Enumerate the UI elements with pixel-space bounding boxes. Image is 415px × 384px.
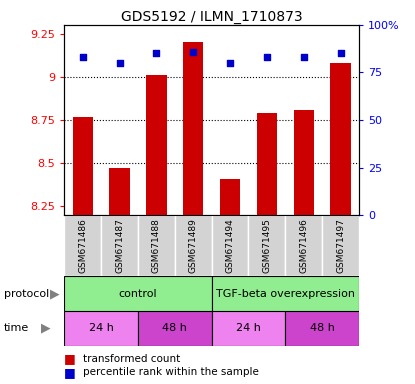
Text: GSM671486: GSM671486: [78, 218, 87, 273]
Text: ■: ■: [64, 366, 76, 379]
Point: [153, 50, 160, 56]
Text: TGF-beta overexpression: TGF-beta overexpression: [216, 289, 355, 299]
Text: GSM671488: GSM671488: [152, 218, 161, 273]
Bar: [212, 311, 286, 346]
Bar: [64, 311, 138, 346]
Text: GSM671494: GSM671494: [226, 218, 234, 273]
Text: GSM671495: GSM671495: [262, 218, 271, 273]
Text: 24 h: 24 h: [89, 323, 114, 333]
Text: protocol: protocol: [4, 289, 49, 299]
Text: GSM671496: GSM671496: [299, 218, 308, 273]
Bar: [138, 311, 212, 346]
Text: ▶: ▶: [50, 287, 59, 300]
Bar: [220, 179, 240, 215]
Text: GSM671497: GSM671497: [336, 218, 345, 273]
Bar: [286, 215, 322, 276]
Text: time: time: [4, 323, 29, 333]
Bar: [293, 109, 314, 215]
Bar: [73, 117, 93, 215]
Text: 48 h: 48 h: [310, 323, 334, 333]
Text: ■: ■: [64, 353, 76, 366]
Bar: [212, 276, 359, 311]
Bar: [330, 63, 351, 215]
Bar: [286, 311, 359, 346]
Text: 24 h: 24 h: [236, 323, 261, 333]
Bar: [101, 215, 138, 276]
Text: transformed count: transformed count: [83, 354, 180, 364]
Bar: [212, 215, 249, 276]
Bar: [138, 215, 175, 276]
Bar: [322, 215, 359, 276]
Text: percentile rank within the sample: percentile rank within the sample: [83, 367, 259, 377]
Bar: [64, 215, 101, 276]
Bar: [183, 42, 203, 215]
Point: [116, 60, 123, 66]
Bar: [249, 215, 286, 276]
Bar: [175, 215, 212, 276]
Bar: [257, 113, 277, 215]
Title: GDS5192 / ILMN_1710873: GDS5192 / ILMN_1710873: [121, 10, 303, 24]
Point: [190, 48, 197, 55]
Point: [227, 60, 233, 66]
Point: [79, 54, 86, 60]
Text: control: control: [119, 289, 157, 299]
Bar: [110, 168, 130, 215]
Text: 48 h: 48 h: [162, 323, 187, 333]
Text: ▶: ▶: [41, 322, 50, 335]
Text: GSM671489: GSM671489: [189, 218, 198, 273]
Point: [264, 54, 270, 60]
Bar: [146, 75, 166, 215]
Text: GSM671487: GSM671487: [115, 218, 124, 273]
Point: [300, 54, 307, 60]
Point: [337, 50, 344, 56]
Bar: [64, 276, 212, 311]
